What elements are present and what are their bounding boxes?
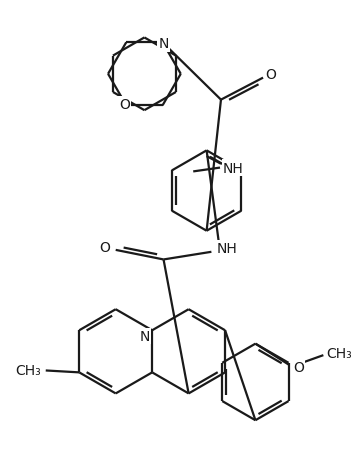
Text: NH: NH xyxy=(223,161,244,175)
Text: O: O xyxy=(265,68,276,82)
Text: O: O xyxy=(293,360,304,374)
Text: CH₃: CH₃ xyxy=(326,346,352,360)
Text: O: O xyxy=(119,98,130,112)
Text: N: N xyxy=(139,329,150,343)
Text: CH₃: CH₃ xyxy=(16,364,41,377)
Text: NH: NH xyxy=(216,241,237,255)
Text: N: N xyxy=(158,37,169,51)
Text: O: O xyxy=(99,240,110,254)
